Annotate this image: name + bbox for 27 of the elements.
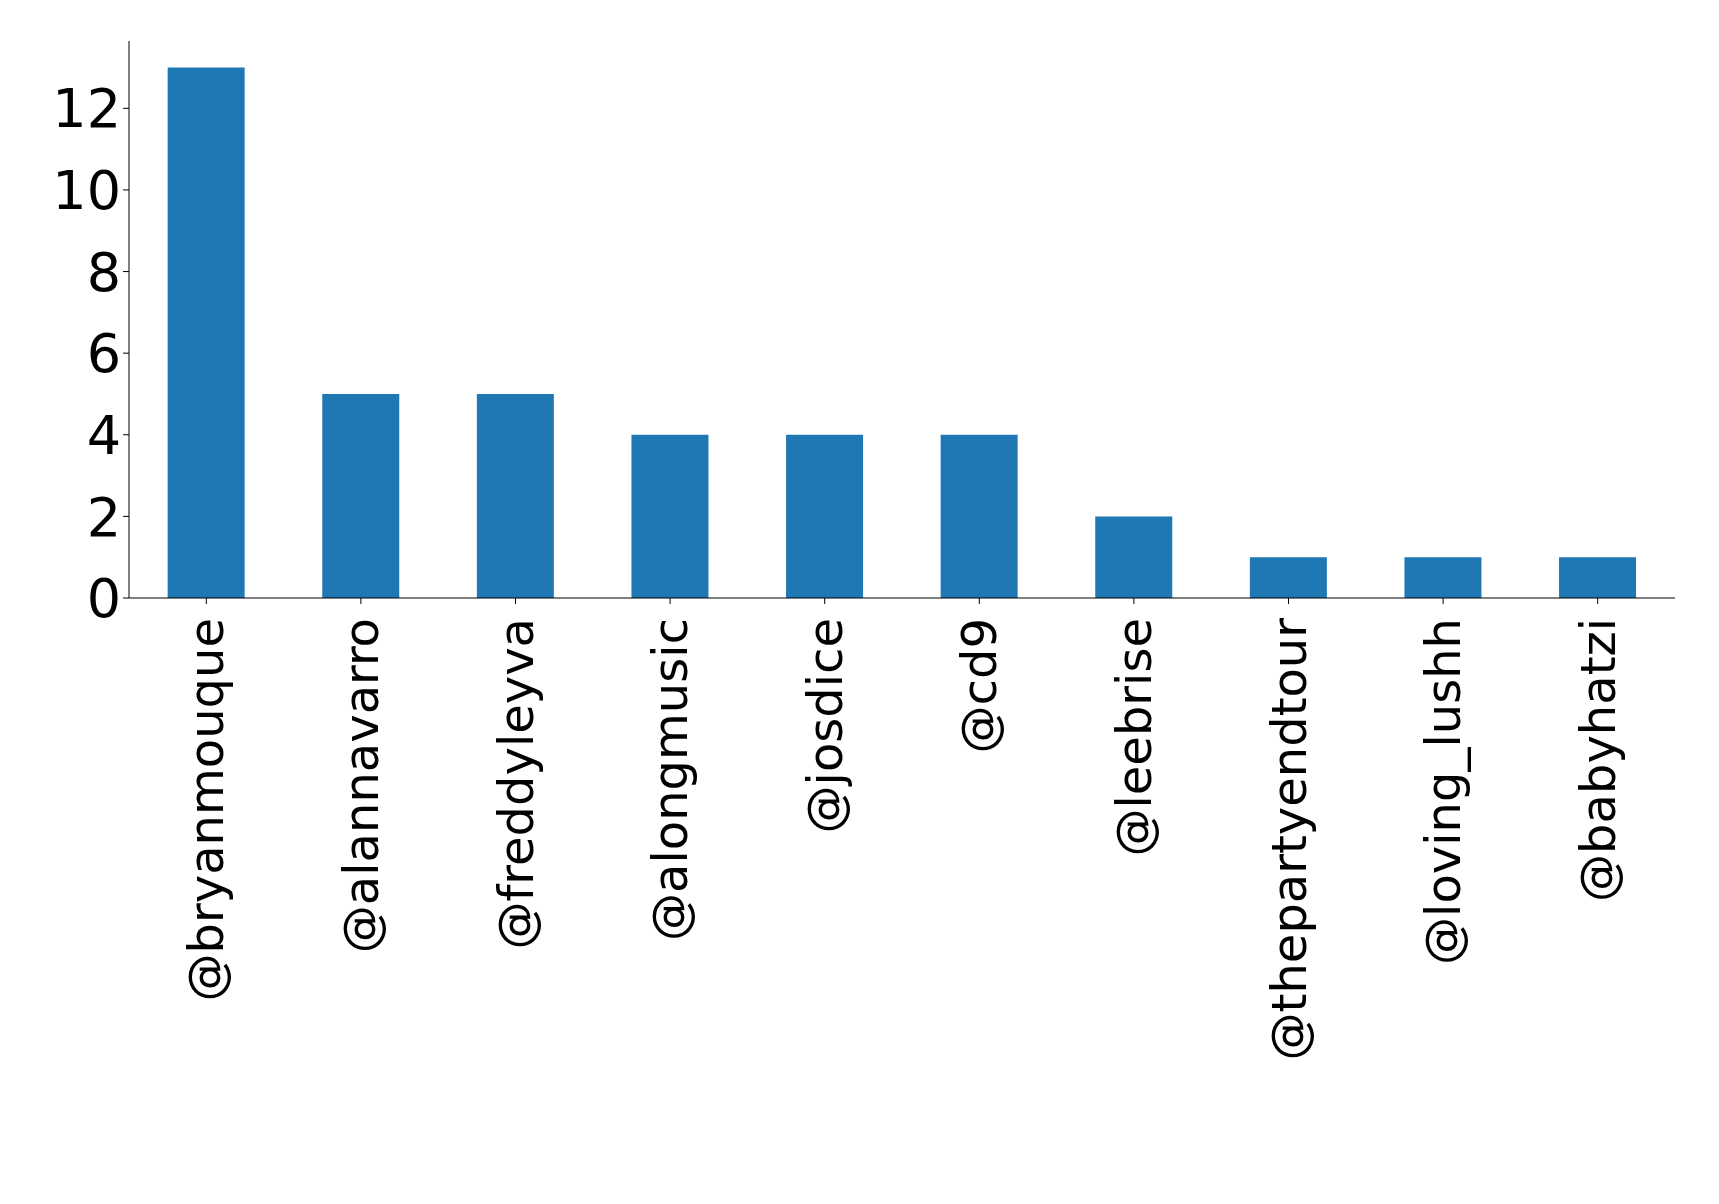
y-tick-label: 4 <box>86 403 121 467</box>
bar <box>786 434 864 598</box>
x-tick-label: @alongmusic <box>642 618 699 941</box>
x-tick-label: @freddyleyva <box>487 618 544 950</box>
y-tick-label: 12 <box>52 77 121 141</box>
y-tick-label: 2 <box>86 485 121 549</box>
bar <box>476 393 554 598</box>
x-tick-label: @bryanmouque <box>178 618 235 1002</box>
x-tick-label: @cd9 <box>951 618 1008 754</box>
y-tick-label: 0 <box>86 567 121 631</box>
bar <box>631 434 709 598</box>
x-tick-label: @leebrise <box>1105 618 1162 857</box>
x-tick-label: @josdice <box>796 618 853 834</box>
y-tick-label: 10 <box>52 159 121 223</box>
bar <box>1404 557 1482 598</box>
bar <box>1095 516 1173 598</box>
y-tick-label: 8 <box>86 240 121 304</box>
bar <box>167 67 245 598</box>
bar <box>1559 557 1637 598</box>
x-tick-label: @thepartyendtour <box>1260 617 1317 1061</box>
bar <box>322 393 400 598</box>
bar <box>940 434 1018 598</box>
bar <box>1249 557 1327 598</box>
x-tick-label: @alannavarro <box>332 618 389 954</box>
x-tick-label: @babyhatzi <box>1569 618 1626 902</box>
y-tick-label: 6 <box>86 322 121 386</box>
x-tick-label: @loving_lushh <box>1415 618 1472 965</box>
